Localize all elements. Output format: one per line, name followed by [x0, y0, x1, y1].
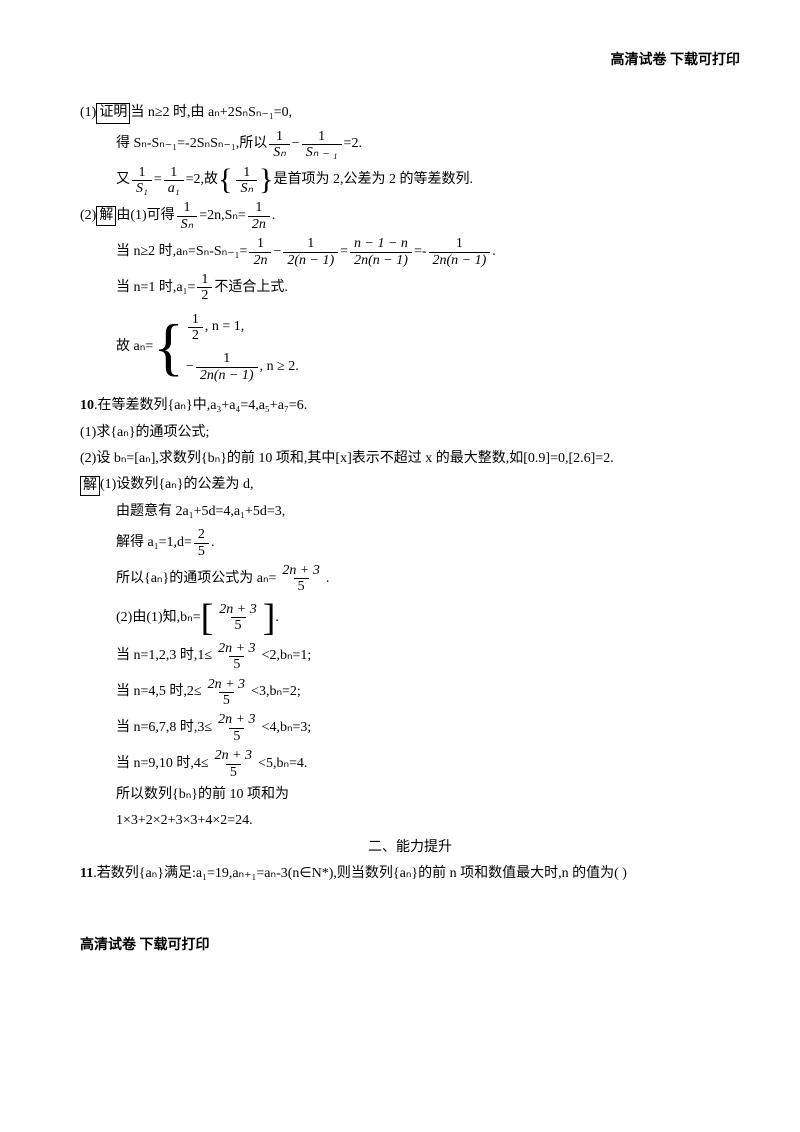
- solution-line-1: (2) 解 由(1)可得 1Sₙ =2n,Sₙ= 12n .: [80, 200, 740, 232]
- proof-line-1: (1) 证明 当 n≥2 时,由 aₙ+2SₙSₙ₋₁=0,: [80, 102, 740, 124]
- q11-stem: 11 .若数列{aₙ}满足:a₁=19,aₙ₊₁=aₙ-3(n∈N*),则当数列…: [80, 863, 740, 885]
- solution-line-2: 当 n≥2 时,aₙ=Sₙ-Sₙ₋₁= 12n − 12(n − 1) = n …: [80, 236, 740, 268]
- s10-l4: 所以{aₙ}的通项公式为 aₙ= 2n + 35 .: [80, 563, 740, 595]
- s10-l10: 所以数列{bₙ}的前 10 项和为: [80, 784, 740, 806]
- solution-line-3: 当 n=1 时,a₁= 12 不适合上式.: [80, 272, 740, 304]
- q10-sub2: (2)设 bₙ=[aₙ],求数列{bₙ}的前 10 项和,其中[x]表示不超过 …: [80, 448, 740, 470]
- s10-l8: 当 n=6,7,8 时,3≤ 2n + 35 <4,bₙ=3;: [80, 712, 740, 744]
- solution-line-4: 故 aₙ= { 12 , n = 1, − 12n(n − 1) , n ≥ 2…: [80, 312, 740, 384]
- q10-stem: 10 .在等差数列{aₙ}中,a₃+a₄=4,a₅+a₇=6.: [80, 395, 740, 417]
- s10-l11: 1×3+2×2+3×3+4×2=24.: [80, 810, 740, 832]
- s10-l9: 当 n=9,10 时,4≤ 2n + 35 <5,bₙ=4.: [80, 748, 740, 780]
- q10-sub1: (1)求{aₙ}的通项公式;: [80, 422, 740, 444]
- s10-l2: 由题意有 2a₁+5d=4,a₁+5d=3,: [80, 501, 740, 523]
- s10-l7: 当 n=4,5 时,2≤ 2n + 35 <3,bₙ=2;: [80, 677, 740, 709]
- solution-box: 解: [96, 206, 116, 226]
- s10-l5: (2)由(1)知,bₙ= [ 2n + 35 ] .: [80, 599, 740, 637]
- s10-l6: 当 n=1,2,3 时,1≤ 2n + 35 <2,bₙ=1;: [80, 641, 740, 673]
- proof-line-2: 得 Sₙ-Sₙ₋₁=-2SₙSₙ₋₁,所以 1Sₙ − 1Sₙ ₋ ₁ =2.: [80, 129, 740, 161]
- footer-watermark: 高清试卷 下载可打印: [80, 935, 740, 957]
- proof-box: 证明: [96, 103, 130, 123]
- section-heading: 二、能力提升: [80, 837, 740, 859]
- proof-line-3: 又 1S₁ = 1a₁ =2,故 { 1Sₙ } 是首项为 2,公差为 2 的等…: [80, 165, 740, 197]
- header-watermark: 高清试卷 下载可打印: [80, 50, 740, 72]
- solution-box-2: 解: [80, 476, 100, 496]
- s10-l3: 解得 a₁=1,d= 25 .: [80, 527, 740, 559]
- s10-l1: 解 (1)设数列{aₙ}的公差为 d,: [80, 474, 740, 496]
